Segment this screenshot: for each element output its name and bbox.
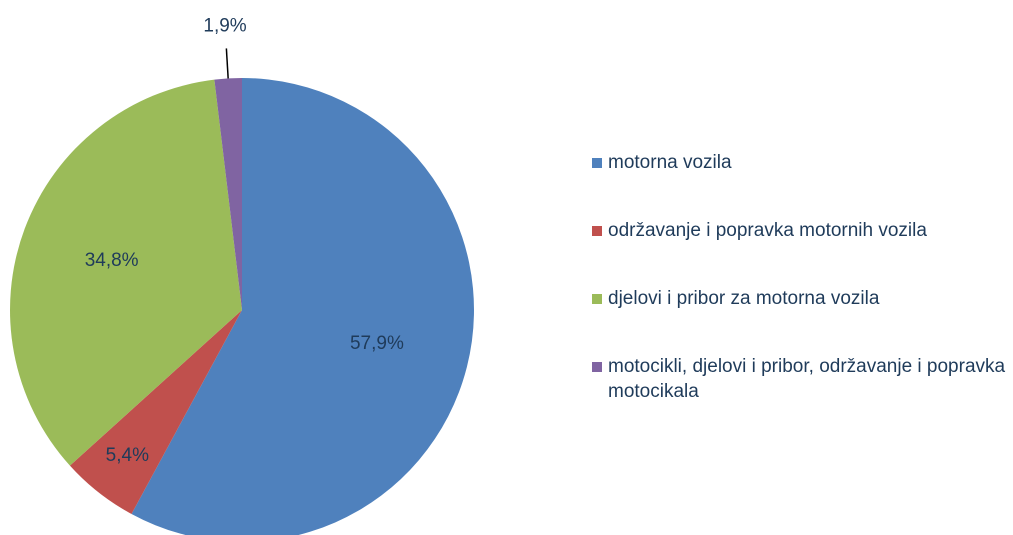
legend-swatch <box>592 226 602 236</box>
legend: motorna vozila održavanje i popravka moto… <box>590 150 1010 422</box>
legend-label: motorna vozila <box>608 152 732 173</box>
pie-slice <box>10 79 242 466</box>
legend-swatch <box>592 158 602 168</box>
data-label: 34,8% <box>85 250 139 271</box>
legend-item: održavanje i popravka motornih vozila <box>590 218 1010 286</box>
legend-label: održavanje i popravka motornih vozila <box>608 220 927 241</box>
leader-line <box>225 48 229 79</box>
pie-slice <box>69 310 242 515</box>
data-label: 57,9% <box>350 333 404 354</box>
pie-slice <box>131 78 474 535</box>
legend-label: motocikli, djelovi i pribor, održavanje … <box>608 356 1006 402</box>
legend-item: motorna vozila <box>590 150 1010 218</box>
legend-swatch <box>592 294 602 304</box>
data-label: 5,4% <box>106 445 149 466</box>
pie-chart: 57,9% 5,4% 34,8% 1,9% <box>10 16 474 535</box>
pie-slice <box>214 78 242 310</box>
legend-item: motocikli, djelovi i pribor, održavanje … <box>590 354 1010 422</box>
legend-swatch <box>592 362 602 372</box>
legend-item: djelovi i pribor za motorna vozila <box>590 286 1010 354</box>
legend-label: djelovi i pribor za motorna vozila <box>608 288 880 309</box>
data-label: 1,9% <box>203 16 246 37</box>
